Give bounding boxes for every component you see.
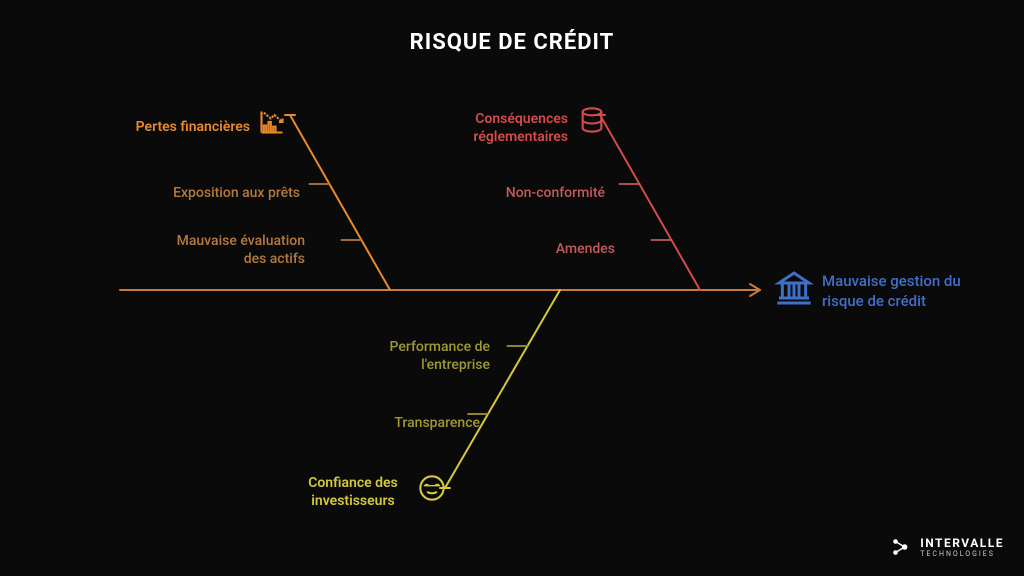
brand-name: INTERVALLE (920, 537, 1004, 549)
cause-mauvaise-evaluation: Mauvaise évaluationdes actifs (125, 232, 305, 268)
category-consequences-reglementaires: Conséquencesréglementaires (438, 110, 568, 146)
cause-amendes: Amendes (495, 240, 615, 258)
cause-performance-entreprise: Performance del'entreprise (360, 338, 490, 374)
bank-icon (774, 268, 814, 308)
investor-icon (418, 474, 446, 502)
category-confiance-investisseurs: Confiance desinvestisseurs (298, 474, 408, 510)
database-icon (578, 106, 606, 134)
cause-transparence: Transparence (350, 414, 480, 432)
head-label: Mauvaise gestion durisque de crédit (822, 272, 1002, 311)
brand-subtitle: TECHNOLOGIES (920, 551, 1004, 558)
page-title: RISQUE DE CRÉDIT (410, 30, 615, 55)
cause-non-conformite: Non-conformité (445, 184, 605, 202)
chart-down-icon (258, 108, 286, 136)
cause-exposition-prets: Exposition aux prêts (120, 184, 300, 202)
category-pertes-financieres: Pertes financières (100, 118, 250, 136)
brand-mark-icon (890, 536, 912, 558)
brand-logo: INTERVALLE TECHNOLOGIES (890, 536, 1004, 558)
